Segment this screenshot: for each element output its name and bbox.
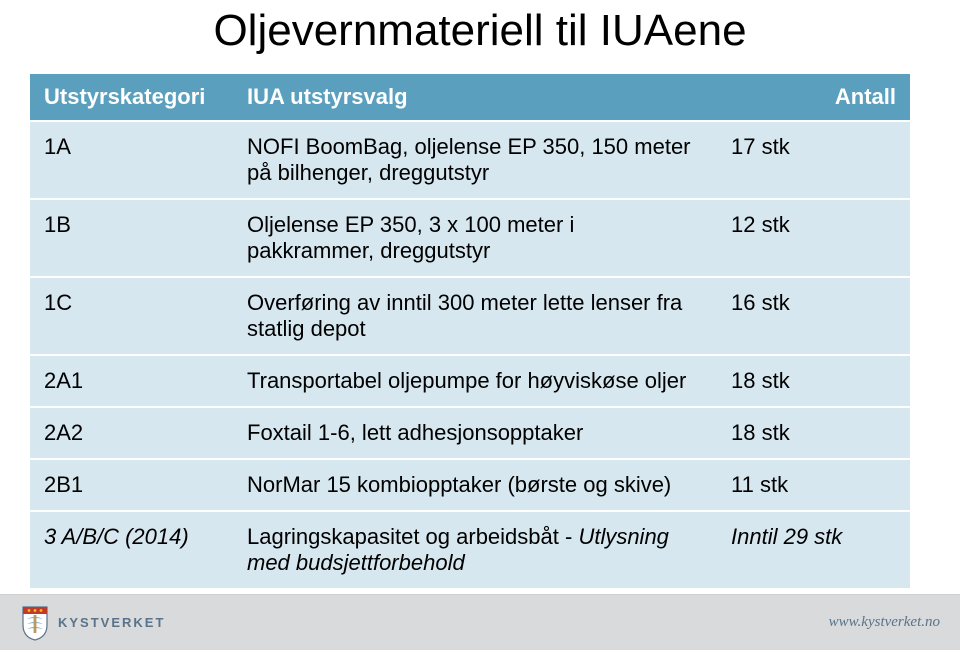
footer: KYSTVERKET www.kystverket.no [0,594,960,650]
cell-count: Inntil 29 stk [717,511,910,588]
cell-count: 16 stk [717,277,910,355]
table-row: 2B1 NorMar 15 kombiopptaker (børste og s… [30,459,910,511]
cell-selection: NOFI BoomBag, oljelense EP 350, 150 mete… [233,121,717,199]
cell-category: 1A [30,121,233,199]
cell-category: 3 A/B/C (2014) [30,511,233,588]
org-logo: KYSTVERKET [20,605,165,641]
cell-category: 2A2 [30,407,233,459]
cell-count: 12 stk [717,199,910,277]
cell-category: 1C [30,277,233,355]
footer-bar: KYSTVERKET www.kystverket.no [0,595,960,650]
cell-selection-prefix: Lagringskapasitet og arbeidsbåt - [247,524,578,549]
crest-icon [20,605,50,641]
table-row: 1A NOFI BoomBag, oljelense EP 350, 150 m… [30,121,910,199]
footer-url: www.kystverket.no [829,614,940,631]
cell-selection: Foxtail 1-6, lett adhesjonsopptaker [233,407,717,459]
cell-selection: Overføring av inntil 300 meter lette len… [233,277,717,355]
table-header-row: Utstyrskategori IUA utstyrsvalg Antall [30,74,910,121]
table-row: 3 A/B/C (2014) Lagringskapasitet og arbe… [30,511,910,588]
table-row: 2A2 Foxtail 1-6, lett adhesjonsopptaker … [30,407,910,459]
cell-selection: Lagringskapasitet og arbeidsbåt - Utlysn… [233,511,717,588]
col-header-selection: IUA utstyrsvalg [233,74,717,121]
table-row: 2A1 Transportabel oljepumpe for høyviskø… [30,355,910,407]
cell-selection: Transportabel oljepumpe for høyviskøse o… [233,355,717,407]
cell-selection: NorMar 15 kombiopptaker (børste og skive… [233,459,717,511]
cell-category: 2B1 [30,459,233,511]
table-row: 1B Oljelense EP 350, 3 x 100 meter i pak… [30,199,910,277]
slide: Oljevernmateriell til IUAene Utstyrskate… [0,0,960,650]
cell-count: 17 stk [717,121,910,199]
col-header-category: Utstyrskategori [30,74,233,121]
cell-category: 2A1 [30,355,233,407]
cell-selection: Oljelense EP 350, 3 x 100 meter i pakkra… [233,199,717,277]
table-row: 1C Overføring av inntil 300 meter lette … [30,277,910,355]
cell-count: 11 stk [717,459,910,511]
page-title: Oljevernmateriell til IUAene [0,0,960,56]
cell-category: 1B [30,199,233,277]
equipment-table: Utstyrskategori IUA utstyrsvalg Antall 1… [30,74,910,588]
col-header-count: Antall [717,74,910,121]
cell-count: 18 stk [717,407,910,459]
cell-count: 18 stk [717,355,910,407]
org-name: KYSTVERKET [58,615,165,630]
